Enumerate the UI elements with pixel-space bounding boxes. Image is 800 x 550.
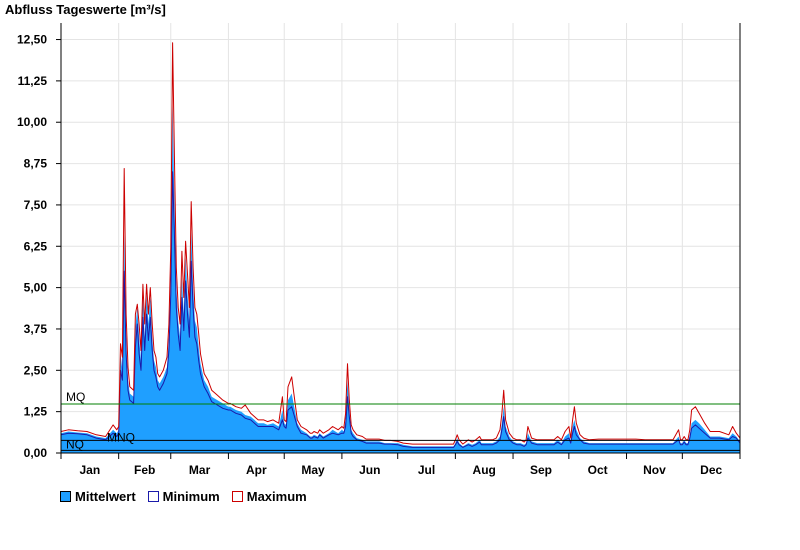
x-tick-label-month: Mar <box>189 463 211 477</box>
y-tick-label: 8,75 <box>24 157 48 171</box>
reference-label-mq: MQ <box>66 390 85 404</box>
x-tick-label-month: Aug <box>473 463 496 477</box>
y-tick-label: 7,50 <box>24 198 48 212</box>
reference-label-mnq: MNQ <box>107 430 135 444</box>
legend-label-maximum: Maximum <box>246 489 307 504</box>
y-tick-label: 3,75 <box>24 322 48 336</box>
legend-label-minimum: Minimum <box>162 489 220 504</box>
legend-swatch-maximum <box>231 491 243 502</box>
x-tick-label-month: Nov <box>643 463 666 477</box>
y-tick-label: 12,50 <box>17 33 47 47</box>
y-tick-label: 1,25 <box>24 405 48 419</box>
series-line-minimum <box>60 171 741 448</box>
legend-item-maximum[interactable]: Maximum <box>231 489 307 504</box>
y-tick-label: 11,25 <box>18 74 48 88</box>
x-tick-label-month: Dec <box>700 463 722 477</box>
x-tick-label-month: May <box>301 463 325 477</box>
x-tick-label-month: Jan <box>79 463 100 477</box>
series-area-mittelwert <box>61 105 740 453</box>
y-tick-label: 5,00 <box>24 281 48 295</box>
chart-legend: Mittelwert Minimum Maximum <box>60 489 307 504</box>
y-tick-label: 6,25 <box>24 239 48 253</box>
legend-swatch-mittelwert <box>60 491 71 502</box>
y-tick-label: 0,00 <box>24 446 48 460</box>
x-tick-label-month: Sep <box>530 463 552 477</box>
reference-label-nq: NQ <box>66 437 84 451</box>
x-tick-label-month: Jul <box>418 463 435 477</box>
legend-swatch-minimum <box>147 491 159 502</box>
x-tick-label-month: Feb <box>134 463 155 477</box>
series-line-maximum <box>60 42 741 445</box>
legend-item-minimum[interactable]: Minimum <box>147 489 220 504</box>
y-tick-label: 2,50 <box>24 363 48 377</box>
x-tick-label-month: Apr <box>246 463 267 477</box>
chart-title: Abfluss Tageswerte [m³/s] <box>5 2 166 17</box>
y-tick-label: 10,00 <box>17 115 47 129</box>
x-tick-label-month: Jun <box>359 463 380 477</box>
legend-item-mittelwert[interactable]: Mittelwert <box>60 489 136 504</box>
x-tick-label-month: Oct <box>588 463 608 477</box>
legend-label-mittelwert: Mittelwert <box>75 489 136 504</box>
